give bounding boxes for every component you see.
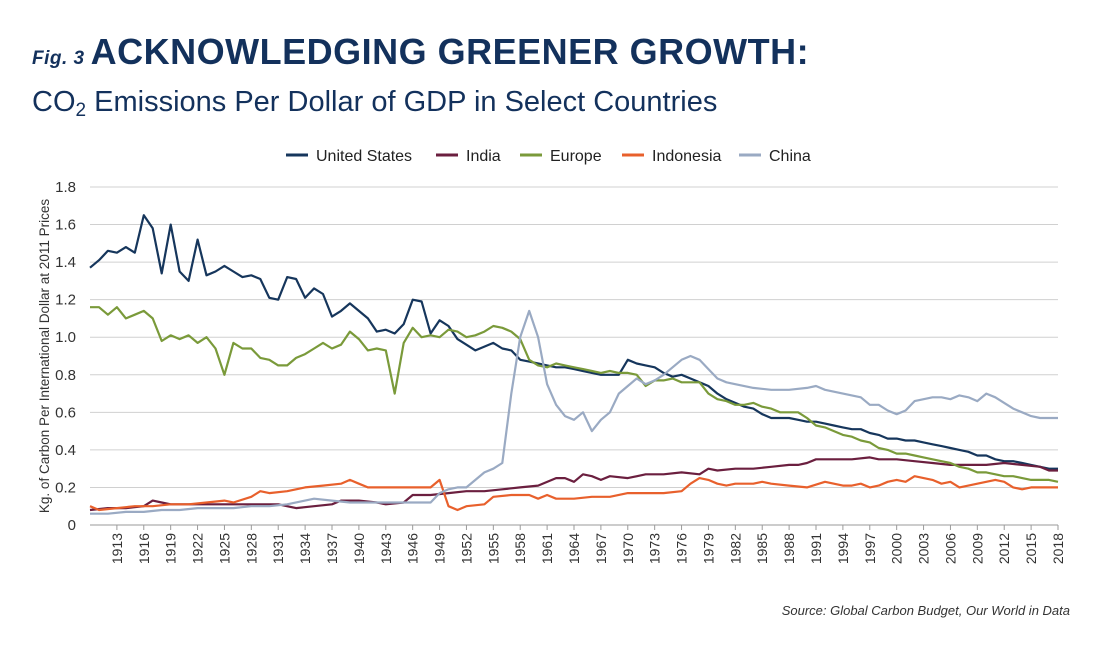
- chart-title: Fig. 3 ACKNOWLEDGING GREENER GROWTH:: [32, 30, 809, 81]
- x-tick-label: 1964: [566, 533, 582, 564]
- x-tick-label: 1913: [109, 533, 125, 564]
- x-tick-label: 1997: [862, 533, 878, 564]
- legend-label: Indonesia: [652, 148, 721, 165]
- x-tick-label: 1916: [136, 533, 152, 564]
- y-tick-label: 0.8: [55, 367, 76, 384]
- y-tick-label: 0.2: [55, 479, 76, 496]
- x-tick-label: 2012: [996, 533, 1012, 564]
- chart-subtitle: CO2 Emissions Per Dollar of GDP in Selec…: [32, 83, 809, 130]
- x-tick-label: 1952: [458, 533, 474, 564]
- series-line-europe: [90, 306, 1059, 483]
- x-tick-label: 2009: [969, 533, 985, 564]
- series-line-indonesia: [89, 475, 1058, 512]
- legend-label: Europe: [550, 148, 602, 165]
- x-tick-label: 2003: [916, 533, 932, 564]
- x-tick-label: 2015: [1023, 533, 1039, 564]
- x-tick-label: 1976: [674, 533, 690, 564]
- figure-label: Fig. 3: [32, 48, 85, 69]
- legend-label: China: [769, 148, 811, 165]
- x-tick-label: 1931: [270, 533, 286, 564]
- y-tick-label: 0.6: [55, 404, 76, 421]
- x-tick-label: 1988: [781, 533, 797, 564]
- x-tick-label: 1979: [700, 533, 716, 564]
- x-tick-label: 2006: [942, 533, 958, 564]
- x-tick-label: 1991: [808, 533, 824, 564]
- title-block: Fig. 3 ACKNOWLEDGING GREENER GROWTH: CO2 …: [32, 30, 809, 130]
- x-tick-label: 1937: [324, 533, 340, 564]
- x-tick-label: 1970: [620, 533, 636, 564]
- x-tick-label: 1928: [243, 533, 259, 564]
- x-tick-label: 1940: [351, 533, 367, 564]
- series-line-china: [90, 309, 1058, 515]
- x-tick-label: 1946: [405, 533, 421, 564]
- y-tick-label: 1.8: [55, 179, 76, 196]
- x-tick-label: 2000: [889, 533, 905, 564]
- x-tick-label: 1967: [593, 533, 609, 564]
- x-tick-label: 1919: [163, 533, 179, 564]
- series-line-united-states: [89, 214, 1058, 470]
- x-tick-label: 2018: [1050, 533, 1066, 564]
- y-tick-label: 0.4: [55, 442, 76, 459]
- x-tick-label: 1934: [297, 533, 313, 564]
- x-tick-label: 1994: [835, 533, 851, 564]
- x-tick-label: 1922: [190, 533, 206, 564]
- x-tick-label: 1958: [512, 533, 528, 564]
- headline: ACKNOWLEDGING GREENER GROWTH:: [90, 31, 810, 72]
- x-tick-label: 1982: [727, 533, 743, 564]
- x-tick-label: 1949: [432, 533, 448, 564]
- x-tick-label: 1955: [485, 533, 501, 564]
- x-tick-label: 1943: [378, 533, 394, 564]
- y-tick-label: 1.4: [55, 254, 76, 271]
- subtitle-pre: CO: [32, 86, 76, 118]
- y-tick-label: 1.2: [55, 292, 76, 309]
- legend-label: United States: [316, 148, 412, 165]
- y-tick-label: 1.0: [55, 329, 76, 346]
- subtitle-subscript: 2: [75, 100, 87, 121]
- legend-label: India: [466, 148, 501, 165]
- y-axis-label: Kg. of Carbon Per International Dollar a…: [37, 199, 52, 513]
- source-note: Source: Global Carbon Budget, Our World …: [781, 603, 1070, 618]
- x-tick-label: 1925: [216, 533, 232, 564]
- y-tick-label: 0: [68, 517, 76, 534]
- subtitle-post: Emissions Per Dollar of GDP in Select Co…: [86, 86, 718, 118]
- y-tick-label: 1.6: [55, 217, 76, 234]
- x-tick-label: 1961: [539, 533, 555, 564]
- x-tick-label: 1973: [647, 533, 663, 564]
- x-tick-label: 1985: [754, 533, 770, 564]
